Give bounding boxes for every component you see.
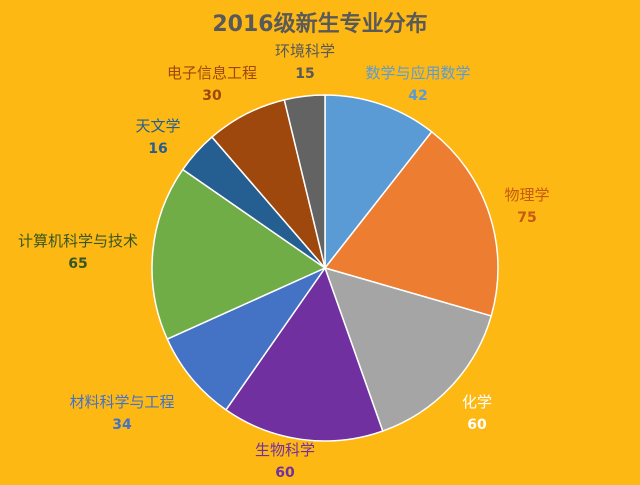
slice-label-value-5: 34 xyxy=(112,417,132,433)
slice-label-name-7: 天文学 xyxy=(135,117,180,135)
pie-slice-2 xyxy=(323,130,499,317)
slice-label-value-6: 65 xyxy=(68,256,87,272)
slice-label-name-1: 数学与应用数学 xyxy=(365,64,470,82)
slice-label-value-3: 60 xyxy=(467,417,487,433)
slice-label-value-9: 15 xyxy=(295,66,314,82)
pie-slice-9 xyxy=(283,94,326,269)
slice-label-name-3: 化学 xyxy=(462,393,492,411)
slice-label-name-8: 电子信息工程 xyxy=(167,64,257,82)
slice-label-name-5: 材料科学与工程 xyxy=(69,393,174,411)
slice-label-value-2: 75 xyxy=(517,210,536,226)
slice-label-value-8: 30 xyxy=(202,88,222,104)
pie-slice-5 xyxy=(166,266,328,411)
slice-label-name-2: 物理学 xyxy=(504,186,549,204)
slice-label-value-7: 16 xyxy=(148,141,167,157)
pie-slices xyxy=(151,94,499,442)
chart-title: 2016级新生专业分布 xyxy=(212,11,427,37)
pie-labels: 数学与应用数学 42 物理学 75 化学 60 生物科学 60 材料科学与工程 34 计算机科学与技… xyxy=(18,42,550,481)
slice-label-name-4: 生物科学 xyxy=(255,441,315,459)
slice-label-value-4: 60 xyxy=(275,465,295,481)
pie-slice-4 xyxy=(224,266,384,442)
slice-label-value-1: 42 xyxy=(408,88,427,104)
pie-slice-6 xyxy=(151,168,327,341)
slice-label-name-9: 环境科学 xyxy=(275,42,335,60)
pie-slice-3 xyxy=(323,266,493,433)
pie-slice-1 xyxy=(324,94,433,271)
slice-label-name-6: 计算机科学与技术 xyxy=(18,232,138,250)
